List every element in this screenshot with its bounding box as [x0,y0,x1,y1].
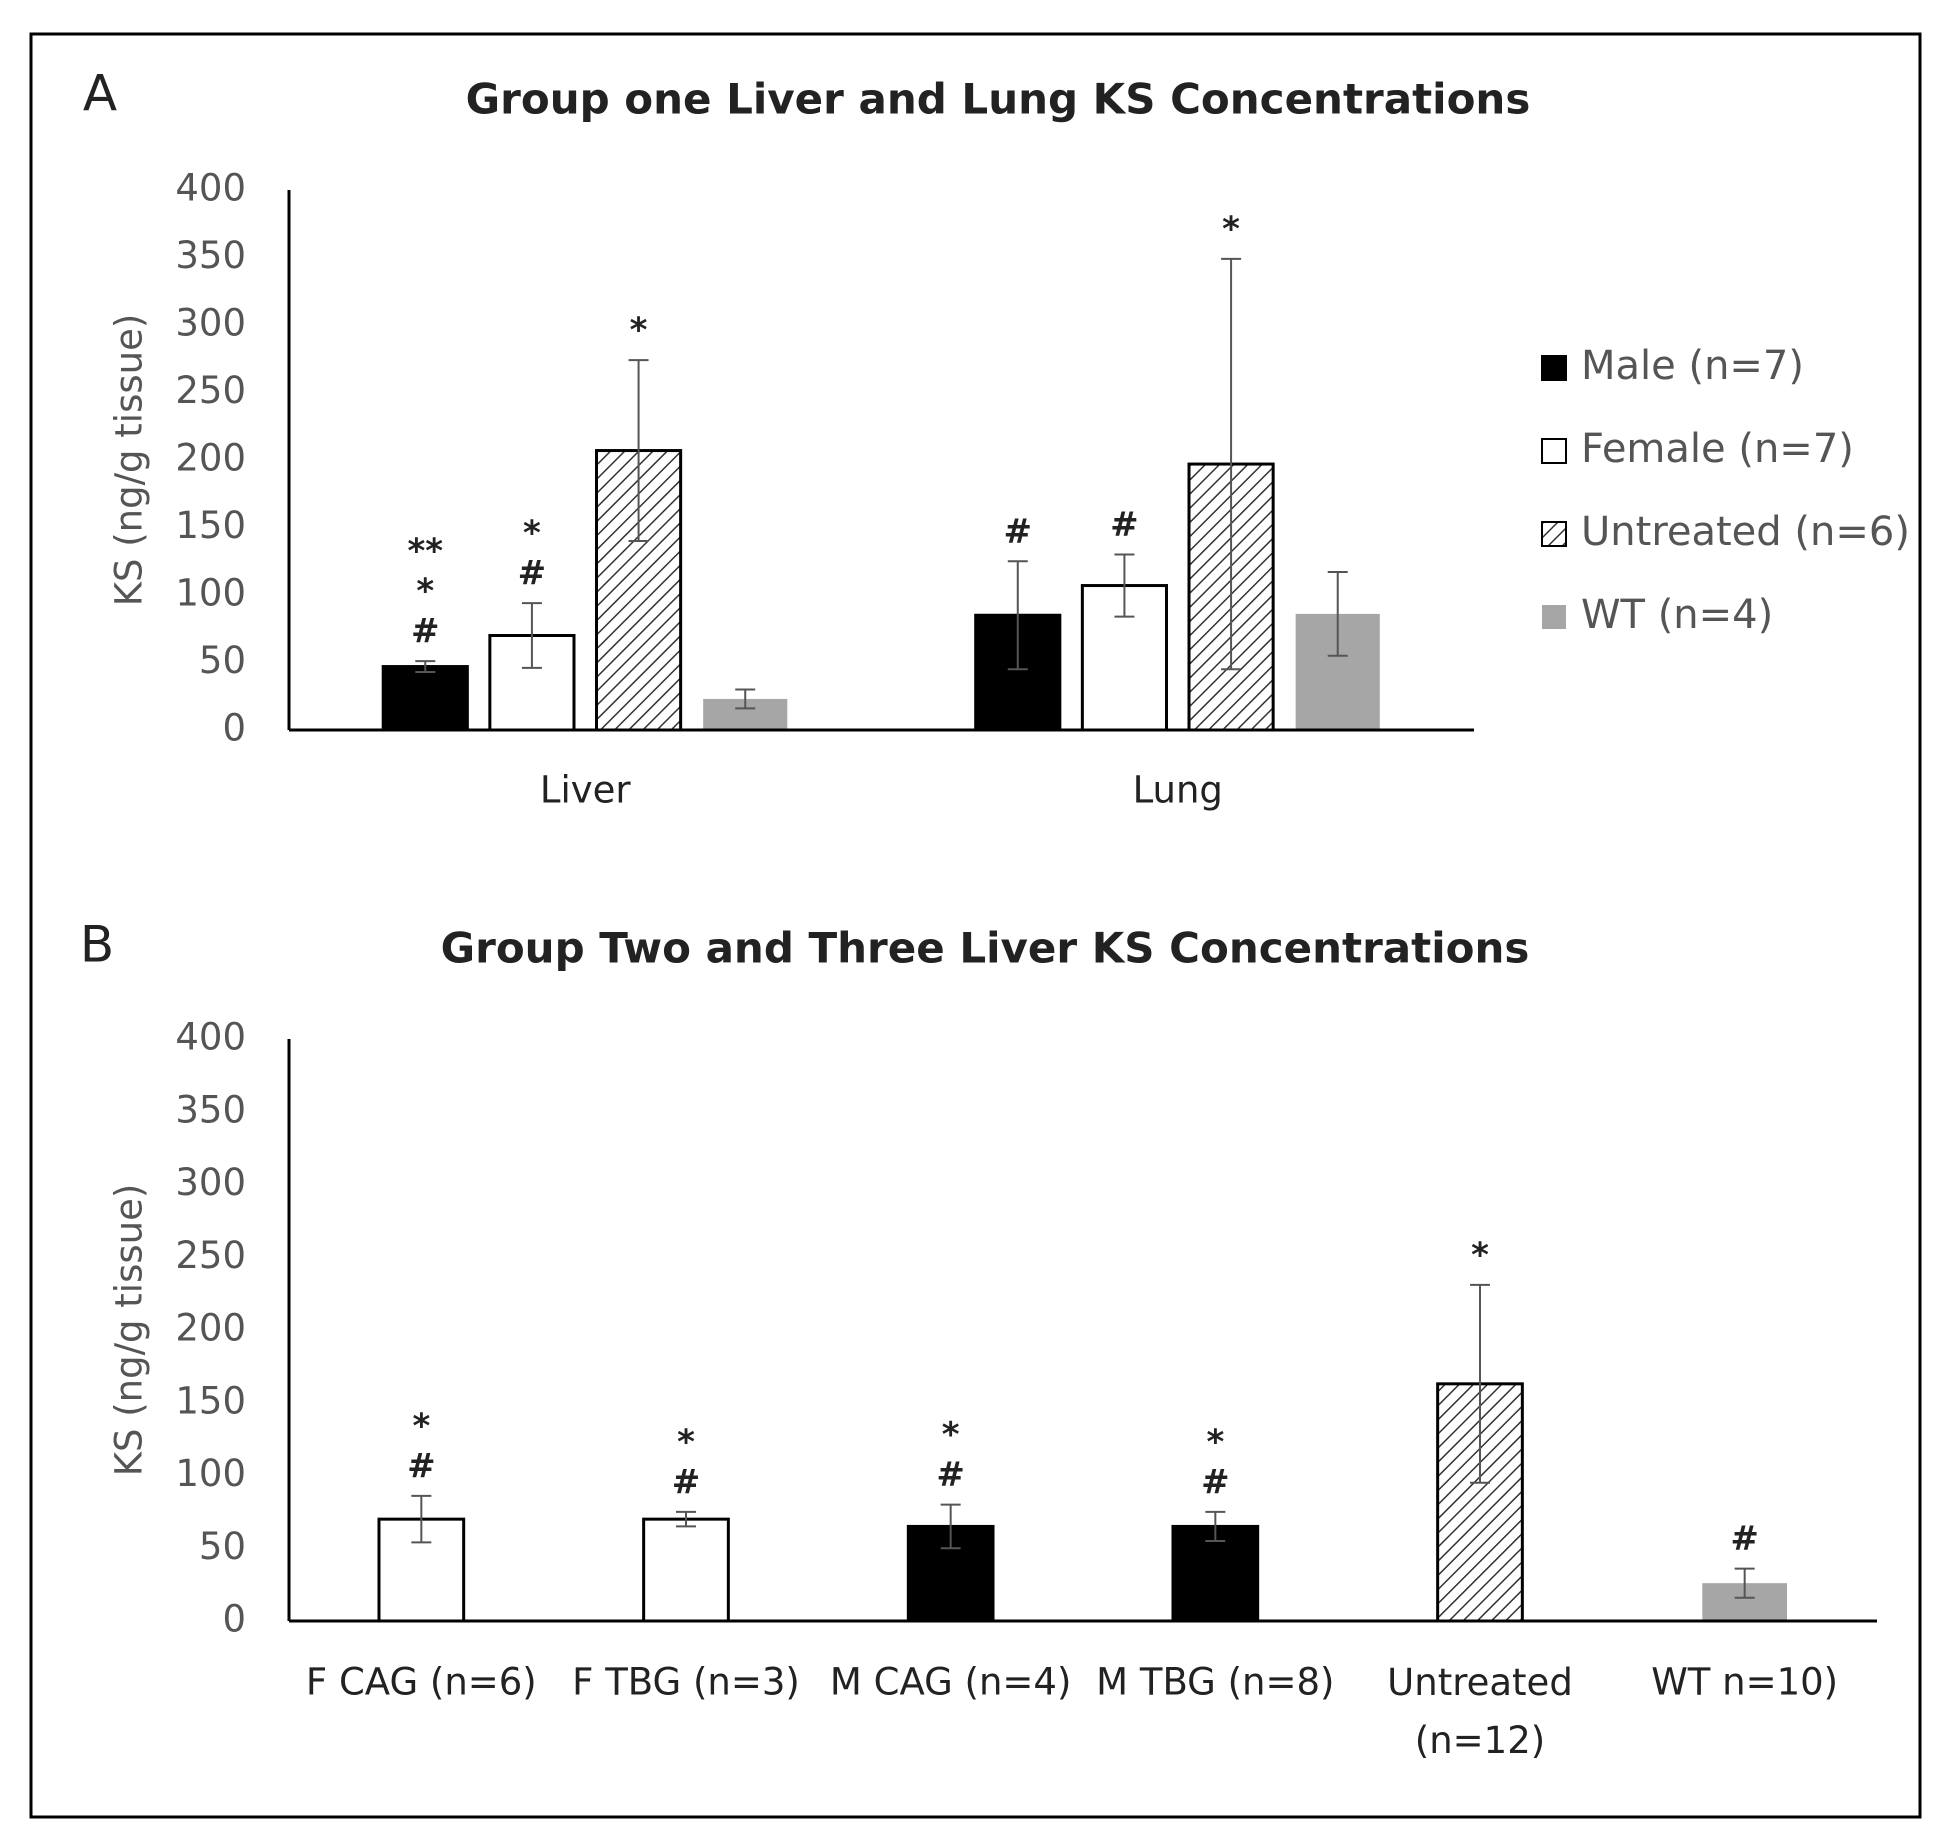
x-tick-label: Lung [1133,769,1223,812]
y-axis-label: KS (ng/g tissue) [108,1184,151,1477]
annotation: * [630,311,648,351]
annotation: # [1201,1462,1230,1502]
y-tick-label: 200 [175,437,246,480]
legend-label: Untreated (n=6) [1581,509,1910,555]
x-tick-label: F TBG (n=3) [572,1661,800,1704]
annotation: # [1730,1519,1759,1559]
y-tick-label: 250 [175,369,246,412]
annotation: * [416,572,434,612]
y-tick-label: 350 [175,234,246,277]
panel-label: A [83,65,117,123]
y-tick-label: 300 [175,1161,246,1204]
y-tick-label: 100 [175,1452,246,1495]
annotation: * [1471,1235,1489,1275]
x-tick-label: WT n=10) [1651,1661,1838,1704]
annotation: # [407,1446,436,1486]
annotation: # [1110,505,1139,545]
y-tick-label: 350 [175,1088,246,1131]
annotation: # [1004,512,1033,552]
y-tick-label: 200 [175,1307,246,1350]
panel-label: B [80,916,114,974]
annotation: * [677,1422,695,1462]
annotation: * [1206,1422,1224,1462]
annotation: # [672,1462,701,1502]
legend-swatch [1542,605,1566,629]
x-tick-label: F CAG (n=6) [306,1661,537,1704]
legend-label: Female (n=7) [1581,426,1854,472]
legend-swatch [1541,355,1567,381]
annotation: * [523,514,541,554]
y-tick-label: 400 [175,167,246,210]
bar [1171,1524,1260,1623]
y-tick-label: 100 [175,572,246,615]
y-tick-label: 50 [199,1525,246,1568]
x-tick-label: Liver [540,769,632,812]
annotation: ** [407,532,443,572]
x-tick-label: M CAG (n=4) [830,1661,1071,1704]
annotation: # [411,612,440,652]
figure-border [29,32,1922,1819]
chart-title: Group Two and Three Liver KS Concentrati… [441,924,1530,973]
y-tick-label: 400 [175,1016,246,1059]
annotation: * [1222,209,1240,249]
legend-label: Male (n=7) [1581,343,1804,389]
y-tick-label: 300 [175,302,246,345]
bar [381,665,469,732]
y-tick-label: 0 [222,707,246,750]
y-tick-label: 50 [199,639,246,682]
y-tick-label: 0 [222,1598,246,1641]
x-tick-label: Untreated (n=12) [1387,1661,1573,1762]
y-tick-label: 250 [175,1234,246,1277]
annotation: * [412,1406,430,1446]
chart-title: Group one Liver and Lung KS Concentratio… [466,75,1531,124]
legend-swatch [1541,438,1567,464]
y-axis-label: KS (ng/g tissue) [108,314,151,607]
legend-label: WT (n=4) [1581,592,1773,638]
annotation: # [518,554,547,594]
annotation: # [936,1455,965,1495]
annotation: * [942,1415,960,1455]
y-tick-label: 150 [175,1379,246,1422]
legend-swatch [1541,521,1567,547]
x-tick-label: M TBG (n=8) [1096,1661,1334,1704]
bar [642,1517,730,1623]
y-tick-label: 150 [175,504,246,547]
